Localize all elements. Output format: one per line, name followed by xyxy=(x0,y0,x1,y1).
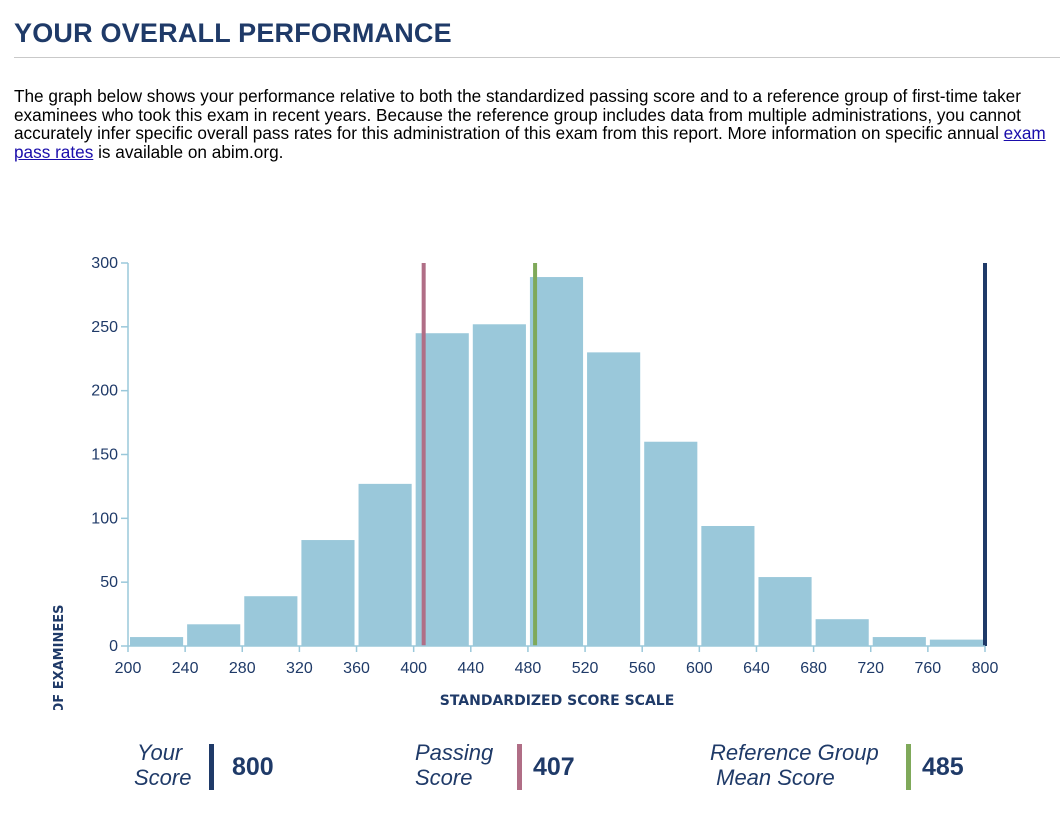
intro-paragraph: The graph below shows your performance r… xyxy=(14,87,1060,161)
histogram-bar xyxy=(244,596,298,646)
x-axis-title: STANDARDIZED SCORE SCALE xyxy=(440,693,675,709)
reference-mean-swatch xyxy=(906,744,911,790)
histogram-bar xyxy=(758,577,812,646)
x-tick-label: 360 xyxy=(343,660,370,677)
x-tick-label: 720 xyxy=(857,660,884,677)
x-tick-label: 520 xyxy=(572,660,599,677)
histogram-bar xyxy=(872,637,926,646)
passing-score-label-line1: Passing xyxy=(415,740,494,765)
x-tick-label: 800 xyxy=(972,660,999,677)
y-tick-label: 250 xyxy=(91,319,118,336)
histogram-bar xyxy=(301,540,355,646)
score-markers xyxy=(421,263,987,646)
your-score-label: Your Score xyxy=(134,740,191,790)
x-tick-label: 760 xyxy=(915,660,942,677)
x-tick-label: 440 xyxy=(457,660,484,677)
page-title: YOUR OVERALL PERFORMANCE xyxy=(14,18,452,48)
intro-text-after: is available on abim.org. xyxy=(93,141,284,162)
x-tick-label: 240 xyxy=(172,660,199,677)
histogram-bar xyxy=(701,525,755,646)
histogram-bar xyxy=(472,324,526,646)
histogram-bar xyxy=(529,277,584,646)
y-axis-title: NUMBER OF EXAMINEES xyxy=(52,605,67,710)
histogram-bar xyxy=(587,352,641,646)
y-tick-label: 0 xyxy=(109,638,118,655)
y-tick-label: 150 xyxy=(91,447,118,464)
x-tick-label: 400 xyxy=(400,660,427,677)
histogram-bar xyxy=(130,637,184,646)
y-tick-label: 200 xyxy=(91,383,118,400)
passing-score-value: 407 xyxy=(533,753,575,781)
intro-text-before: The graph below shows your performance r… xyxy=(14,86,1021,144)
x-tick-label: 320 xyxy=(286,660,313,677)
your-score-value: 800 xyxy=(232,753,274,781)
x-tick-label: 280 xyxy=(229,660,256,677)
passing-score-swatch xyxy=(517,744,522,790)
exam-pass-rates-link[interactable]: exam pass rates xyxy=(14,123,1046,162)
passing-score-label-line2: Score xyxy=(415,765,473,790)
histogram-bar xyxy=(644,441,698,646)
histogram-bar xyxy=(815,619,869,646)
title-divider xyxy=(14,57,1060,58)
x-tick-label: 560 xyxy=(629,660,656,677)
reference-mean-value: 485 xyxy=(922,753,964,781)
y-tick-label: 300 xyxy=(91,255,118,272)
score-histogram: 0 50 100 150 200 250 300 200 240 280 320 360 400 440… xyxy=(52,255,999,710)
your-score-swatch xyxy=(209,744,214,790)
y-tick-label: 100 xyxy=(91,510,118,527)
passing-score-label: Passing Score xyxy=(415,740,493,790)
x-tick-label: 680 xyxy=(800,660,827,677)
reference-mean-label: Reference Group Mean Score xyxy=(710,740,879,790)
reference-mean-label-line2: Mean Score xyxy=(710,765,835,790)
reference-mean-label-line1: Reference Group xyxy=(710,740,879,765)
x-tick-label: 600 xyxy=(686,660,713,677)
x-tick-label: 200 xyxy=(115,660,142,677)
histogram-bar xyxy=(187,624,241,646)
x-tick-label: 480 xyxy=(515,660,542,677)
your-score-label-line1: Your xyxy=(137,740,183,765)
histogram-bars xyxy=(130,277,983,646)
your-score-label-line2: Score xyxy=(134,765,192,790)
x-tick-label: 640 xyxy=(743,660,770,677)
x-axis: 200 240 280 320 360 400 440 480 520 560 600 640 680 7… xyxy=(115,645,999,677)
histogram-bar xyxy=(929,639,983,646)
y-tick-label: 50 xyxy=(100,574,118,591)
histogram-bar xyxy=(358,483,412,646)
y-axis: 0 50 100 150 200 250 300 xyxy=(91,255,129,655)
